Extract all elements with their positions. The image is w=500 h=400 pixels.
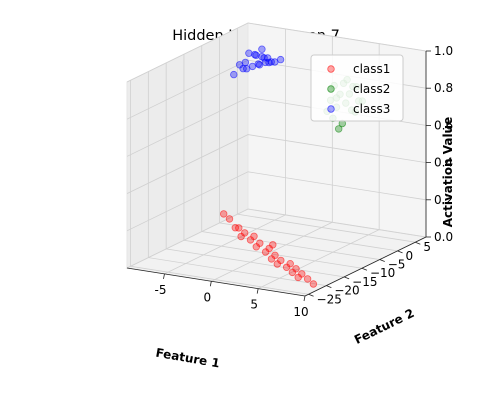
z-tick-label: 0.8 (434, 81, 453, 95)
y-tick-label: 0 (406, 249, 414, 263)
data-point-class1 (267, 255, 276, 263)
data-point-class3 (276, 55, 285, 64)
data-point-class1 (282, 263, 291, 271)
y-tick-mark (326, 285, 332, 288)
z-tick-label: 0.4 (434, 156, 453, 170)
y-tick-label: −20 (334, 284, 359, 298)
data-point-class3 (258, 45, 266, 53)
y-tick-label: 5 (423, 240, 431, 254)
data-point-class1 (246, 236, 255, 244)
legend-label-class2: class2 (353, 82, 390, 96)
x-tick-mark (256, 288, 259, 294)
data-point-class1 (231, 223, 239, 232)
legend: class1 class2 class3 (310, 54, 404, 122)
data-point-class3 (230, 70, 238, 79)
y-tick-label: −25 (317, 292, 342, 306)
z-tick-label: 1.0 (434, 44, 453, 58)
data-point-class1 (288, 268, 297, 277)
legend-label-class1: class1 (353, 62, 390, 76)
data-point-class3 (245, 49, 253, 57)
z-tick-label: 0.2 (434, 193, 453, 207)
grid-line-z (126, 171, 427, 232)
y-tick-mark (379, 259, 385, 262)
data-point-class1 (219, 210, 228, 218)
legend-marker-class2 (327, 85, 335, 93)
x-axis-label: Feature 1 (155, 346, 221, 371)
x-tick-label: -5 (154, 283, 166, 297)
x-tick-mark (303, 295, 306, 302)
z-tick-label: 0.6 (434, 118, 453, 132)
data-point-class1 (309, 280, 318, 288)
y-tick-mark (343, 276, 350, 280)
grid-line-z (126, 134, 427, 194)
data-point-class1 (225, 215, 234, 223)
data-point-class1 (237, 232, 245, 241)
y-tick-mark (361, 267, 368, 271)
x-tick-label: 0 (203, 290, 211, 304)
legend-frame (310, 54, 404, 122)
data-point-class3 (251, 50, 259, 59)
y-axis-line (304, 236, 427, 297)
x-tick-mark (209, 281, 212, 287)
data-point-class1 (273, 260, 281, 268)
legend-label-class3: class3 (353, 102, 390, 116)
data-point-class1 (303, 275, 312, 283)
z-tick-label: 0.0 (434, 230, 453, 244)
legend-marker-class1 (327, 65, 335, 73)
data-point-class3 (241, 58, 250, 67)
y-tick-label: −15 (352, 275, 377, 289)
x-tick-mark (163, 273, 165, 279)
y-axis-label: Feature 2 (352, 306, 416, 347)
x-tick-label: 10 (293, 305, 308, 319)
legend-marker-class3 (327, 105, 335, 113)
data-point-class1 (294, 273, 302, 282)
y-tick-mark (308, 293, 314, 297)
y-tick-label: −10 (370, 266, 395, 280)
data-point-class2 (335, 125, 343, 133)
grid-line-z (126, 208, 427, 269)
y-tick-label: −5 (388, 258, 406, 272)
y-tick-mark (415, 241, 421, 245)
data-point-class3 (260, 54, 268, 62)
x-tick-label: 5 (250, 298, 258, 312)
data-point-class3 (254, 60, 262, 68)
data-point-class1 (252, 243, 260, 251)
y-tick-mark (397, 250, 403, 254)
axis-lines (126, 51, 427, 297)
grid-line-z (126, 22, 427, 83)
x-axis-line (126, 267, 306, 297)
data-point-class1 (261, 248, 270, 256)
data-point-class3 (258, 53, 266, 61)
data-point-class3 (261, 58, 270, 67)
z-axis-label: Activation Value (441, 117, 455, 228)
